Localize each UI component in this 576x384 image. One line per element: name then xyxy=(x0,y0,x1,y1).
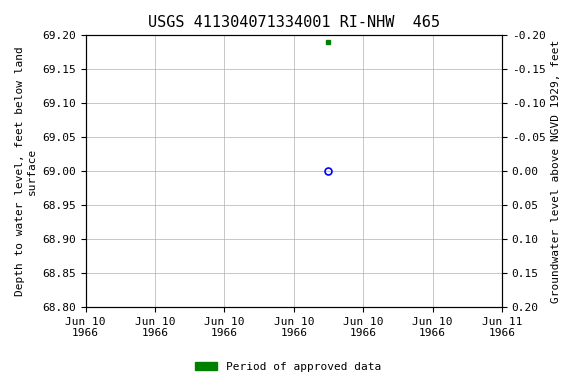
Title: USGS 411304071334001 RI-NHW  465: USGS 411304071334001 RI-NHW 465 xyxy=(148,15,440,30)
Legend: Period of approved data: Period of approved data xyxy=(191,358,385,377)
Y-axis label: Groundwater level above NGVD 1929, feet: Groundwater level above NGVD 1929, feet xyxy=(551,40,561,303)
Y-axis label: Depth to water level, feet below land
surface: Depth to water level, feet below land su… xyxy=(15,46,37,296)
